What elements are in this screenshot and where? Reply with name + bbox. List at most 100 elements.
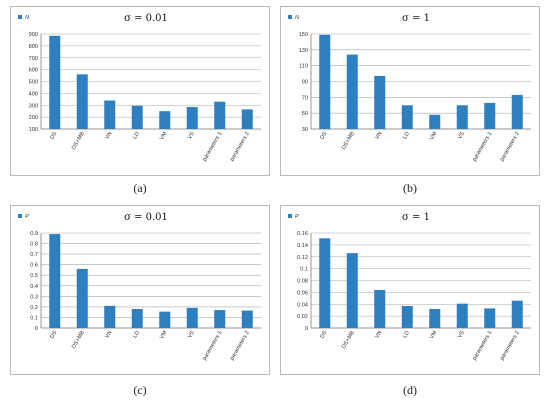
chart-title: σ = 0.01 — [124, 13, 168, 24]
y-tick-label: 90 — [302, 80, 308, 86]
bar — [401, 105, 413, 129]
bar — [131, 105, 143, 129]
x-category-label: parameters 2 — [499, 330, 521, 362]
x-category-label: VM — [429, 330, 439, 341]
legend-label: P — [295, 214, 299, 220]
legend-swatch — [18, 214, 22, 218]
y-tick-label: 400 — [29, 91, 38, 97]
y-tick-label: 0.2 — [30, 305, 38, 311]
caption-a: (a) — [133, 181, 147, 195]
x-category-label: DS+MB — [71, 330, 86, 350]
bar — [319, 34, 331, 129]
x-category-label: DS — [49, 131, 58, 141]
bar-chart-d: 0 0.02 0.04 0.06 0.08 0.1 0.12 0.14 0.16 DS DS+MB V… — [288, 212, 531, 362]
chart-title: σ = 0.01 — [124, 212, 168, 223]
bar — [186, 307, 198, 328]
caption-b: (b) — [403, 181, 417, 195]
bar — [456, 303, 468, 328]
legend-swatch — [288, 15, 292, 19]
x-category-label: LD — [132, 131, 141, 140]
y-tick-label: 600 — [29, 68, 38, 74]
y-tick-label: 0.6 — [30, 263, 38, 269]
x-category-label: DS+MB — [341, 330, 356, 350]
x-category-label: DS — [319, 131, 328, 141]
bar — [374, 75, 386, 129]
caption-c: (c) — [133, 383, 147, 397]
y-tick-label: 50 — [302, 111, 308, 117]
x-category-label: parameters 2 — [229, 330, 251, 362]
y-tick-label: 0.3 — [30, 294, 38, 300]
y-tick-label: 30 — [302, 127, 308, 133]
legend-label: N — [295, 15, 299, 21]
x-category-label: VS — [457, 131, 466, 141]
x-category-label: parameters 2 — [229, 131, 251, 163]
x-category-label: VS — [457, 330, 466, 340]
chart-panel-a: 100 200 300 400 500 600 700 800 900 DS DS+MB VN LD VM… — [10, 6, 270, 176]
y-tick-label: 0.14 — [297, 243, 308, 249]
y-tick-label: 150 — [299, 32, 308, 38]
y-tick-label: 0.8 — [30, 242, 38, 248]
y-tick-label: 0.06 — [297, 290, 308, 296]
caption-d: (d) — [403, 383, 417, 397]
x-category-label: VM — [159, 330, 169, 341]
bar — [104, 305, 116, 328]
y-tick-label: 300 — [29, 103, 38, 109]
x-category-label: DS — [49, 330, 58, 340]
bar — [159, 111, 171, 129]
y-tick-label: 0 — [35, 326, 38, 332]
x-category-label: parameters 1 — [472, 131, 494, 163]
y-tick-label: 900 — [29, 32, 38, 38]
y-tick-label: 0.16 — [297, 231, 308, 237]
bar — [49, 35, 61, 129]
bar — [374, 290, 386, 328]
x-category-label: LD — [402, 131, 411, 140]
bar — [511, 94, 523, 129]
bar — [456, 105, 468, 129]
bar — [484, 308, 496, 328]
x-category-label: VN — [374, 131, 383, 141]
bar — [76, 268, 88, 328]
y-tick-label: 0.7 — [30, 252, 38, 258]
x-category-label: DS+MB — [341, 131, 356, 151]
y-tick-label: 0.08 — [297, 279, 308, 285]
bar-chart-c: 0 0.1 0.2 0.3 0.4 0.5 0.6 0.7 0.8 0.9 DS DS+MB VN LD V… — [18, 212, 261, 362]
y-tick-label: 130 — [299, 48, 308, 54]
bar — [186, 107, 198, 129]
x-category-label: VM — [159, 131, 169, 142]
y-tick-label: 0.02 — [297, 314, 308, 320]
legend-label: P — [25, 214, 29, 220]
legend-swatch — [288, 214, 292, 218]
x-category-label: DS+MB — [71, 131, 86, 151]
x-category-label: parameters 1 — [202, 330, 224, 362]
y-tick-label: 0.04 — [297, 302, 308, 308]
y-tick-label: 0.12 — [297, 255, 308, 261]
x-category-label: VS — [187, 131, 196, 141]
chart-title: σ = 1 — [402, 212, 430, 223]
bar — [484, 102, 496, 129]
y-tick-label: 700 — [29, 56, 38, 62]
bar-chart-a: 100 200 300 400 500 600 700 800 900 DS DS+MB VN LD VM… — [18, 13, 261, 163]
bar — [241, 109, 253, 129]
bar — [214, 310, 226, 328]
bar — [76, 74, 88, 129]
bar — [401, 306, 413, 328]
y-tick-label: 800 — [29, 44, 38, 50]
chart-title: σ = 1 — [402, 13, 430, 24]
chart-panel-c: 0 0.1 0.2 0.3 0.4 0.5 0.6 0.7 0.8 0.9 DS DS+MB VN LD V… — [10, 205, 270, 375]
y-tick-label: 0.1 — [300, 267, 308, 273]
x-category-label: LD — [402, 330, 411, 339]
bar-chart-b: 30 50 70 90 110 130 150 DS DS+MB VN LD VM VS paramete… — [288, 13, 531, 163]
y-tick-label: 0.5 — [30, 273, 38, 279]
x-category-label: VM — [429, 131, 439, 142]
bar — [131, 309, 143, 328]
bar — [49, 234, 61, 328]
x-category-label: DS — [319, 330, 328, 340]
bar — [346, 253, 358, 328]
legend-swatch — [18, 15, 22, 19]
x-category-label: VN — [374, 330, 383, 340]
y-tick-label: 100 — [29, 127, 38, 133]
y-tick-label: 500 — [29, 80, 38, 86]
bar — [319, 238, 331, 328]
y-tick-label: 0 — [305, 326, 308, 332]
y-tick-label: 200 — [29, 115, 38, 121]
